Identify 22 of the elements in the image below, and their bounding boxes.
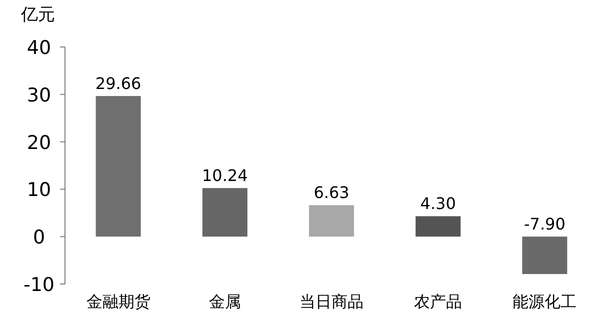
y-axis-title: 亿元 <box>20 5 55 25</box>
data-label: 4.30 <box>420 194 456 214</box>
y-tick-label: 40 <box>26 37 52 59</box>
bar <box>202 188 248 237</box>
data-label: 29.66 <box>95 74 142 94</box>
x-tick-label: 金属 <box>208 292 241 311</box>
data-label: 6.63 <box>314 183 350 202</box>
x-tick-label: 金融期货 <box>86 292 150 311</box>
y-tick-label: 30 <box>26 84 52 106</box>
x-tick-label: 能源化工 <box>512 292 577 311</box>
bar <box>522 236 568 274</box>
data-label: -7.90 <box>524 214 566 234</box>
bar <box>96 96 141 237</box>
y-tick-label: -10 <box>23 274 55 296</box>
y-tick-label: 20 <box>26 132 52 154</box>
y-tick-label: 10 <box>26 179 52 202</box>
y-tick-label: 0 <box>32 226 46 249</box>
bar <box>309 205 354 237</box>
x-tick-label: 当日商品 <box>300 292 364 311</box>
bar <box>416 216 461 237</box>
x-tick-label: 农产品 <box>414 292 462 311</box>
data-label: 10.24 <box>202 166 248 186</box>
